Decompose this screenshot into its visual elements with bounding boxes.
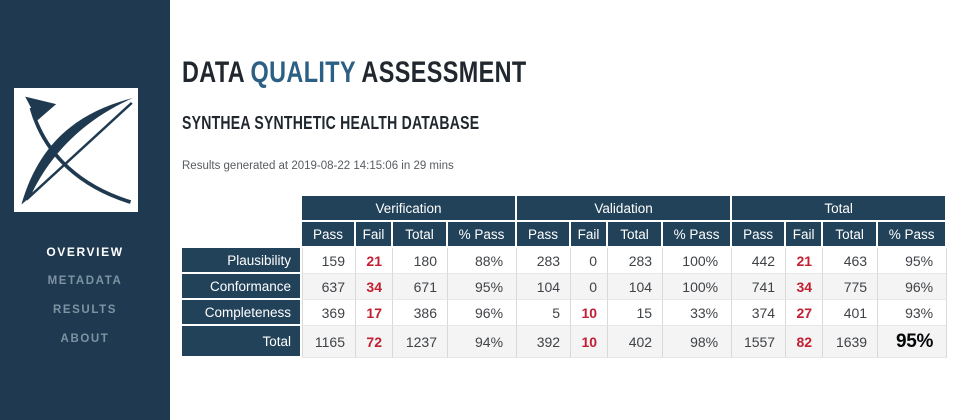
- sidebar: OVERVIEW METADATA RESULTS ABOUT: [0, 0, 170, 420]
- table-cell: 392: [517, 326, 572, 358]
- row-label: Plausibility: [182, 248, 302, 274]
- page-subtitle: SYNTHEA SYNTHETIC HEALTH DATABASE: [182, 113, 480, 133]
- table-cell: 17: [356, 300, 393, 326]
- table-cell: 21: [786, 248, 824, 274]
- col-header: Pass: [302, 222, 356, 248]
- row-label: Total: [182, 326, 302, 358]
- table-cell: 1639: [823, 326, 879, 358]
- sidebar-item-results[interactable]: RESULTS: [52, 304, 118, 316]
- row-label: Conformance: [182, 274, 302, 300]
- group-header-row: Verification Validation Total: [182, 196, 948, 248]
- col-header: Total: [608, 222, 664, 248]
- table-cell: 1557: [732, 326, 787, 358]
- table-cell: 96%: [878, 274, 948, 300]
- table-cell: 95%: [878, 248, 948, 274]
- table-cell: 463: [823, 248, 879, 274]
- page-title: DATA QUALITY ASSESSMENT: [182, 56, 527, 90]
- table-cell: 10: [571, 326, 609, 358]
- title-word: DATA: [182, 56, 246, 89]
- table-row-total: Total 1165 72 1237 94% 392 10 402 98% 15…: [182, 326, 948, 358]
- synthea-logo: [14, 88, 138, 212]
- table-cell: 82: [786, 326, 824, 358]
- col-header: Pass: [732, 222, 787, 248]
- table-cell: 72: [356, 326, 393, 358]
- col-header: Fail: [571, 222, 609, 248]
- table-cell: 0: [571, 248, 609, 274]
- table-cell: 283: [517, 248, 572, 274]
- table-cell: 402: [608, 326, 664, 358]
- sidebar-item-metadata[interactable]: METADATA: [47, 275, 123, 287]
- sub-header-row: Pass Fail Total % Pass Pass Fail Total %…: [182, 222, 948, 248]
- table-cell: 100%: [663, 274, 733, 300]
- table-cell: 775: [823, 274, 879, 300]
- table-cell: 159: [302, 248, 356, 274]
- table-cell: 34: [786, 274, 824, 300]
- title-word: ASSESSMENT: [361, 56, 527, 89]
- table-cell: 442: [732, 248, 787, 274]
- table-cell: 95%: [448, 274, 518, 300]
- table-cell: 21: [356, 248, 393, 274]
- table-row-plausibility: Plausibility 159 21 180 88% 283 0 283 10…: [182, 248, 948, 274]
- table-cell: 5: [517, 300, 572, 326]
- col-header: Pass: [517, 222, 572, 248]
- table-cell: 401: [823, 300, 879, 326]
- sidebar-item-about[interactable]: ABOUT: [60, 333, 110, 345]
- table-cell: 88%: [448, 248, 518, 274]
- table-cell: 741: [732, 274, 787, 300]
- title-word-accent: QUALITY: [250, 56, 356, 89]
- table-cell: 637: [302, 274, 356, 300]
- col-header: % Pass: [448, 222, 518, 248]
- grand-total-cell: 95%: [878, 326, 948, 358]
- col-header: Total: [823, 222, 879, 248]
- table-cell: 1165: [302, 326, 356, 358]
- corner-cell: [182, 196, 302, 248]
- sidebar-item-overview[interactable]: OVERVIEW: [46, 245, 124, 259]
- table-cell: 33%: [663, 300, 733, 326]
- table-cell: 98%: [663, 326, 733, 358]
- col-header: Fail: [786, 222, 824, 248]
- row-label: Completeness: [182, 300, 302, 326]
- dqa-results-table: Verification Validation Total Pass Fail …: [182, 196, 948, 358]
- col-header: Total: [393, 222, 448, 248]
- col-header: % Pass: [878, 222, 948, 248]
- table-cell: 10: [571, 300, 609, 326]
- arrowhead: [25, 96, 57, 121]
- table-cell: 100%: [663, 248, 733, 274]
- table-cell: 94%: [448, 326, 518, 358]
- group-header-validation: Validation: [517, 196, 733, 222]
- sidebar-nav: OVERVIEW METADATA RESULTS ABOUT: [0, 238, 170, 354]
- col-header: % Pass: [663, 222, 733, 248]
- table-cell: 0: [571, 274, 609, 300]
- table-cell: 386: [393, 300, 448, 326]
- group-header-verification: Verification: [302, 196, 518, 222]
- table-row-completeness: Completeness 369 17 386 96% 5 10 15 33% …: [182, 300, 948, 326]
- generated-timestamp: Results generated at 2019-08-22 14:15:06…: [182, 160, 454, 172]
- table-cell: 1237: [393, 326, 448, 358]
- table-cell: 374: [732, 300, 787, 326]
- bow-arrow-logo-icon: [21, 96, 134, 205]
- table-cell: 369: [302, 300, 356, 326]
- col-header: Fail: [356, 222, 393, 248]
- table-cell: 283: [608, 248, 664, 274]
- table-cell: 180: [393, 248, 448, 274]
- table-row-conformance: Conformance 637 34 671 95% 104 0 104 100…: [182, 274, 948, 300]
- table-cell: 34: [356, 274, 393, 300]
- table-cell: 93%: [878, 300, 948, 326]
- table-cell: 104: [517, 274, 572, 300]
- table-cell: 27: [786, 300, 824, 326]
- table-cell: 671: [393, 274, 448, 300]
- table-cell: 96%: [448, 300, 518, 326]
- group-header-total: Total: [732, 196, 948, 222]
- table-cell: 104: [608, 274, 664, 300]
- table-cell: 15: [608, 300, 664, 326]
